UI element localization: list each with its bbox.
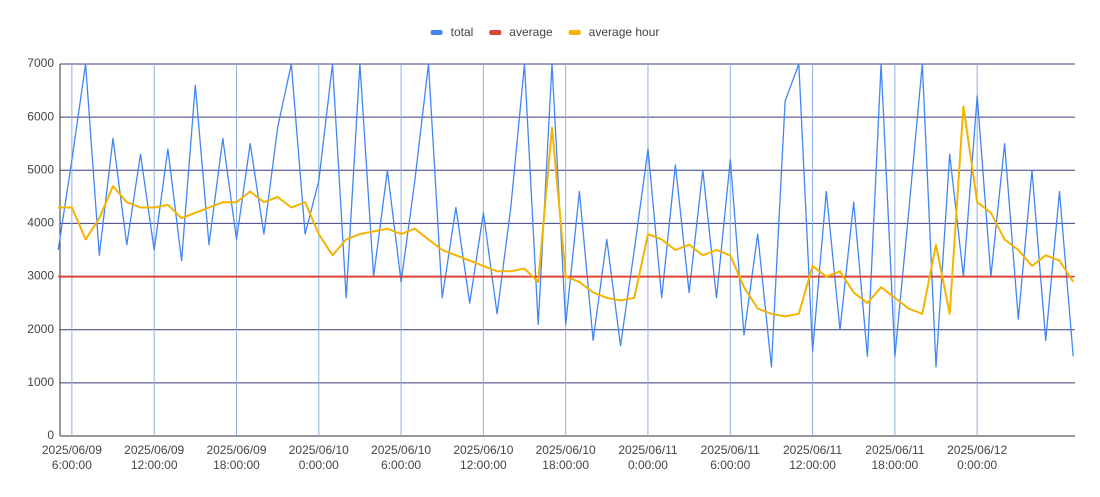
legend-swatch [568,30,581,35]
y-tick-label: 2000 [27,322,54,336]
legend: total average average hour [430,25,660,39]
x-tick-label: 2025/06/12 0:00:00 [947,443,1007,472]
legend-swatch [430,30,443,35]
legend-item: total [430,25,474,39]
x-tick-label: 2025/06/09 6:00:00 [42,443,102,472]
x-tick-label: 2025/06/10 0:00:00 [289,443,349,472]
y-tick-label: 5000 [27,162,54,176]
x-tick-label: 2025/06/11 0:00:00 [618,443,677,472]
x-tick-label: 2025/06/11 18:00:00 [865,443,924,472]
y-tick-label: 4000 [27,216,54,230]
x-tick-label: 2025/06/10 6:00:00 [371,443,431,472]
y-tick-label: 3000 [27,269,54,283]
x-tick-label: 2025/06/11 12:00:00 [783,443,842,472]
series-line [58,105,1075,318]
x-tick-label: 2025/06/09 12:00:00 [124,443,184,472]
x-tick-label: 2025/06/10 12:00:00 [453,443,513,472]
legend-item: average hour [568,25,660,39]
x-tick-label: 2025/06/09 18:00:00 [206,443,266,472]
legend-label: average [509,25,553,39]
legend-item: average [489,25,553,39]
y-tick-label: 0 [47,428,54,442]
series-line [57,63,1074,368]
y-tick-label: 7000 [27,56,54,70]
y-tick-label: 1000 [27,375,54,389]
x-tick-label: 2025/06/10 18:00:00 [536,443,596,472]
legend-swatch [489,30,502,35]
y-tick-label: 6000 [27,109,54,123]
legend-label: average hour [589,25,660,39]
x-tick-label: 2025/06/11 6:00:00 [701,443,760,472]
legend-label: total [451,25,474,39]
